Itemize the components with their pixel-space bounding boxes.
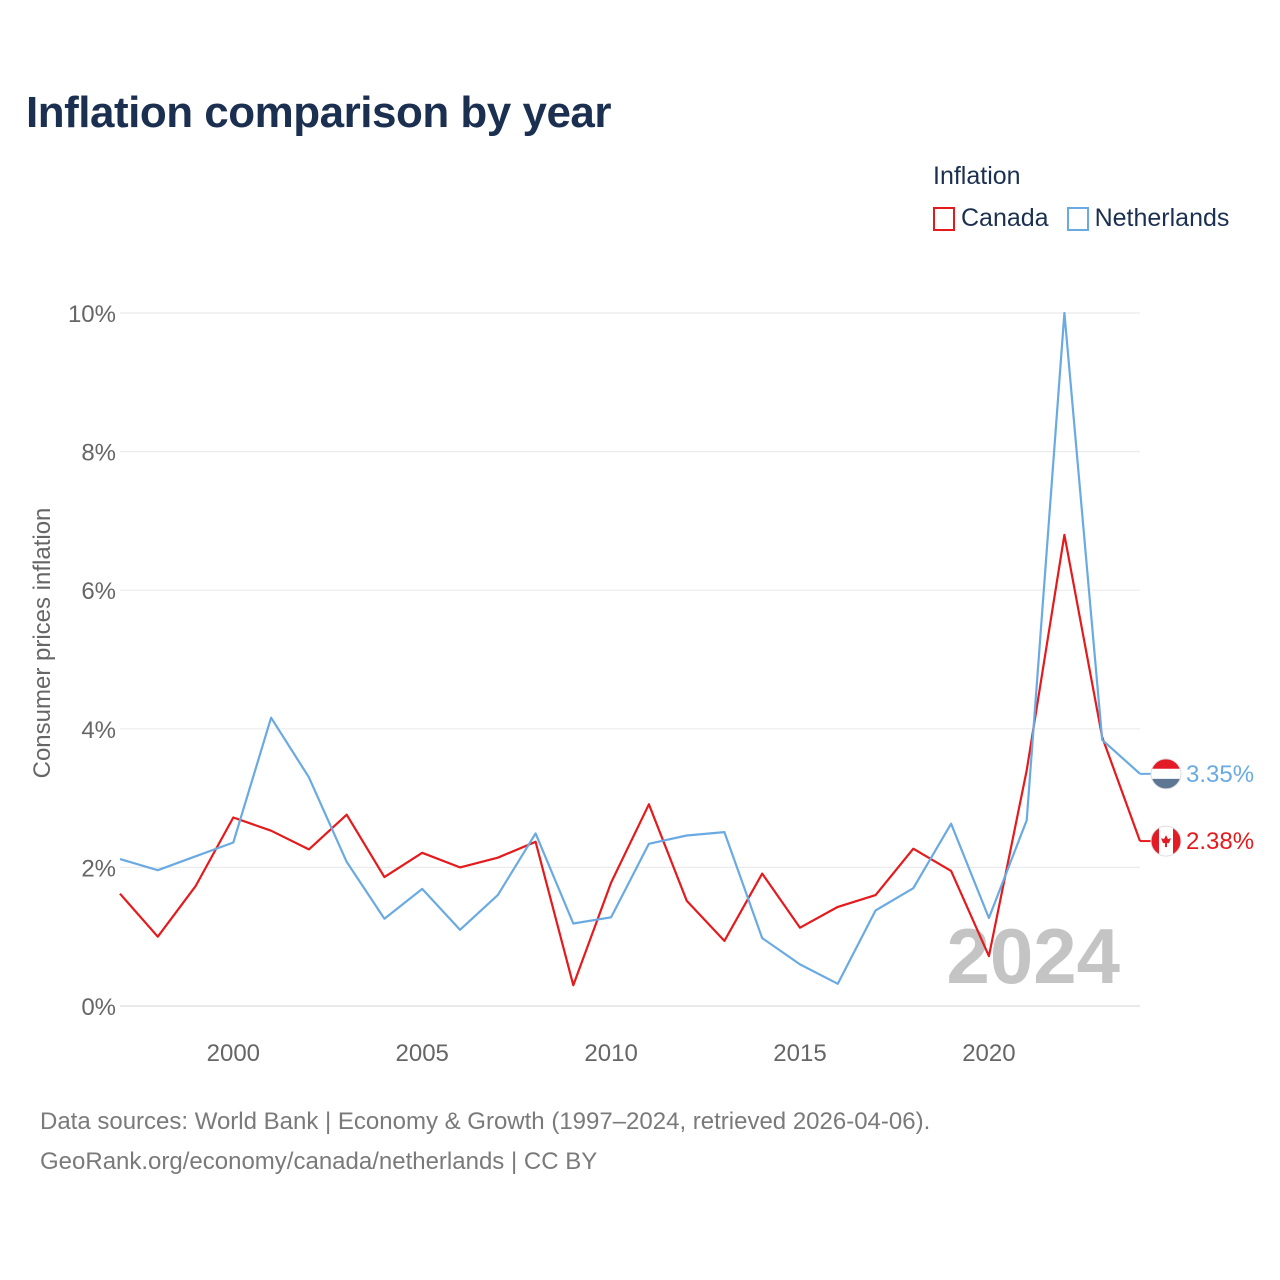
x-tick-label: 2020: [962, 1040, 1015, 1067]
y-axis-ticks: 0% 2% 4% 6% 8% 10%: [68, 301, 116, 1021]
y-tick-label: 8%: [81, 440, 116, 467]
source-line-2[interactable]: GeoRank.org/economy/canada/netherlands |…: [40, 1148, 598, 1175]
series-line-canada: [119, 533, 1142, 987]
grid-lines: [120, 312, 1140, 1007]
y-tick-label: 4%: [81, 717, 116, 744]
legend-swatch-canada: [933, 206, 955, 231]
source-line-1: Data sources: World Bank | Economy & Gro…: [40, 1108, 931, 1135]
x-tick-label: 2015: [773, 1040, 826, 1067]
legend-item-netherlands[interactable]: Netherlands: [1066, 204, 1230, 233]
netherlands-flag-icon: [1150, 758, 1182, 790]
end-value-label-netherlands: 3.35%: [1186, 761, 1254, 788]
y-tick-label: 0%: [81, 994, 116, 1021]
y-tick-label: 2%: [81, 855, 116, 882]
y-tick-label: 6%: [81, 578, 116, 605]
x-axis-ticks: 2000 2005 2010 2015 2020: [207, 1040, 1016, 1067]
end-value-label-canada: 2.38%: [1186, 828, 1254, 855]
legend-item-canada[interactable]: Canada: [933, 204, 1049, 233]
y-tick-label: 10%: [68, 301, 116, 328]
x-tick-label: 2010: [584, 1040, 637, 1067]
year-watermark: 2024: [946, 912, 1120, 1000]
y-axis-label: Consumer prices inflation: [29, 508, 56, 779]
series-line-netherlands: [119, 311, 1141, 985]
chart-title: Inflation comparison by year: [26, 88, 612, 137]
legend-label-canada: Canada: [961, 204, 1049, 232]
legend-swatch-netherlands: [1066, 206, 1089, 231]
x-tick-label: 2000: [207, 1040, 260, 1067]
end-labels: 2.38% 3.35%: [1140, 758, 1254, 857]
canada-flag-icon: [1150, 825, 1182, 857]
x-tick-label: 2005: [396, 1040, 449, 1067]
series-lines: [119, 311, 1142, 987]
legend-label-netherlands: Netherlands: [1094, 204, 1230, 232]
legend: Canada Netherlands: [933, 204, 1229, 233]
legend-title: Inflation: [933, 162, 1021, 190]
